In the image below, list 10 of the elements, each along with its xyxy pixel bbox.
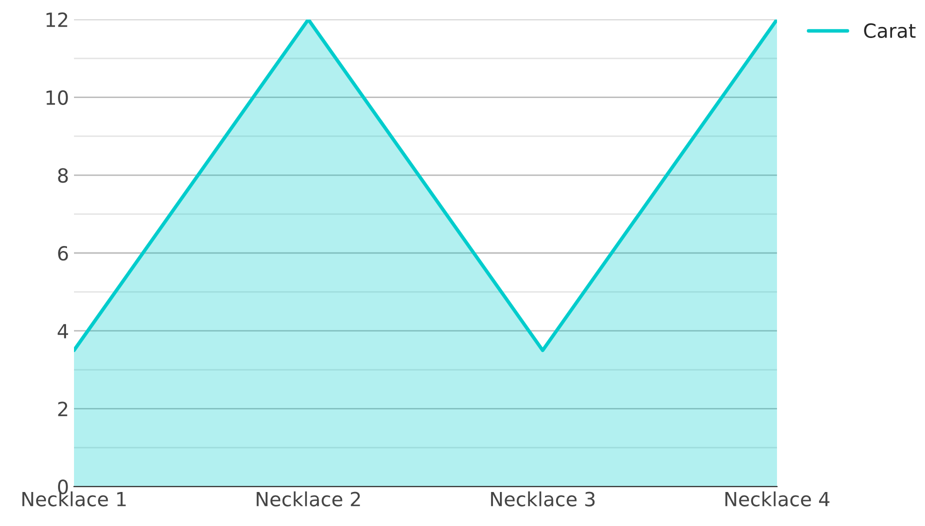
- y-tick-label: 4: [58, 324, 68, 338]
- y-tick-label: 8: [58, 168, 68, 183]
- y-tick-label: 2: [58, 402, 68, 416]
- y-tick-label: 10: [46, 90, 68, 105]
- legend-label: Carat: [864, 23, 916, 38]
- x-tick-label: Necklace 2: [256, 491, 360, 506]
- y-tick-label: 6: [58, 246, 68, 261]
- y-tick-label: 12: [46, 12, 68, 27]
- x-tick-label: Necklace 4: [725, 491, 830, 506]
- x-tick-label: Necklace 3: [491, 491, 595, 506]
